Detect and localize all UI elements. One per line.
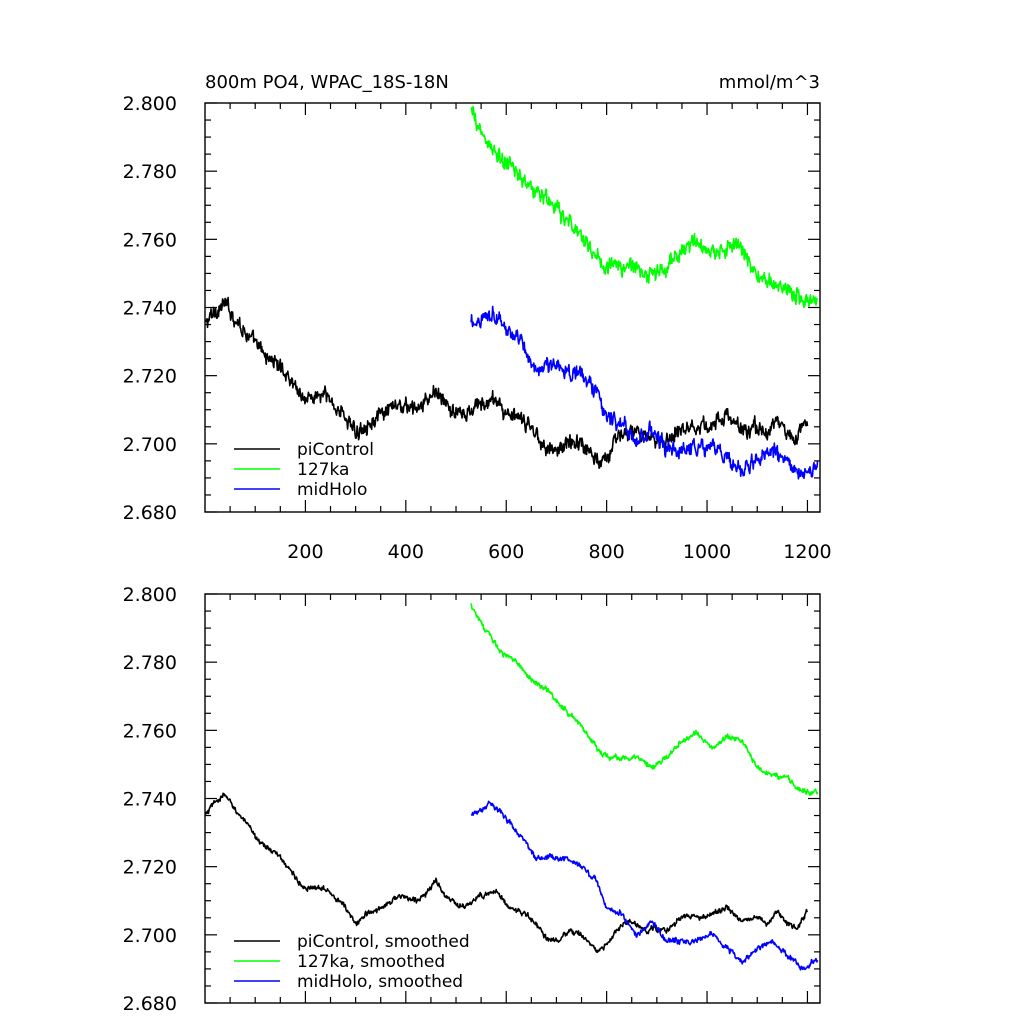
y-tick-label: 2.760 [123,229,177,251]
series-group [205,105,819,480]
y-tick-label: 2.800 [123,93,177,115]
x-tick-label: 600 [488,541,524,563]
x-tick-label: 1200 [783,541,831,563]
series-line-picontrol [205,296,809,469]
x-tick-label: 200 [287,541,323,563]
series-line-127ka-smoothed [470,603,819,797]
series-line-midholo-smoothed [470,800,819,971]
y-tick-label: 2.760 [123,720,177,742]
y-tick-label: 2.700 [123,925,177,947]
legend-label: piControl [297,440,374,460]
y-tick-label: 2.740 [123,298,177,320]
y-tick-label: 2.680 [123,993,177,1015]
legend-label: midHolo, smoothed [297,972,463,992]
bottom-panel: 2.680 2.700 2.720 2.740 2.760 2.780 2.800 piCon… [123,584,821,1015]
series-line-picontrol-smoothed [205,792,809,953]
legend-label: 127ka [297,460,349,480]
x-tick-label: 400 [388,541,424,563]
y-tick-label: 2.740 [123,789,177,811]
series-group [205,603,819,971]
y-tick-label: 2.720 [123,857,177,879]
series-line-midholo [470,305,819,480]
y-tick-label: 2.780 [123,161,177,183]
y-tick-label: 2.800 [123,584,177,606]
y-tick-label: 2.780 [123,652,177,674]
chart-title: 800m PO4, WPAC_18S-18N [205,72,449,93]
legend-label: 127ka, smoothed [297,952,445,972]
y-tick-label: 2.700 [123,434,177,456]
x-tick-label: 800 [588,541,624,563]
top-panel: 800m PO4, WPAC_18S-18N mmol/m^3 2.680 2.7… [123,72,832,563]
series-line-127ka [470,105,819,309]
legend-label: midHolo [297,480,367,500]
legend-label: piControl, smoothed [297,932,470,952]
x-tick-label: 1000 [683,541,731,563]
y-tick-label: 2.680 [123,502,177,524]
units-label: mmol/m^3 [719,72,820,93]
y-tick-label: 2.720 [123,366,177,388]
